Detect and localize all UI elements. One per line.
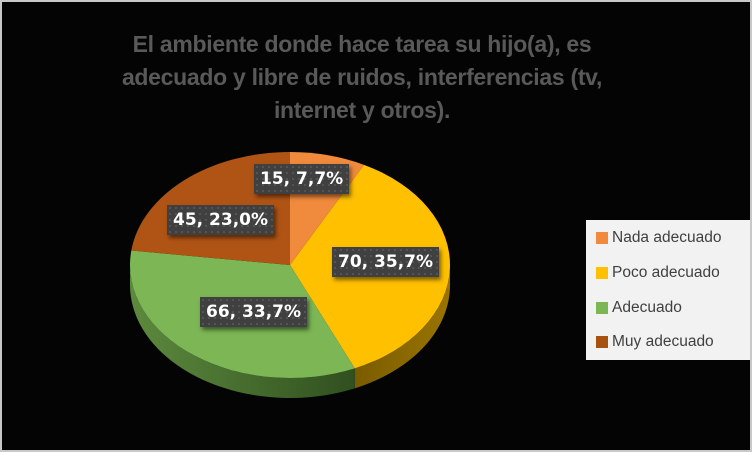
legend-swatch-nada bbox=[596, 232, 608, 244]
pie-side bbox=[130, 265, 355, 398]
data-label-adecuado: 66, 33,7% bbox=[200, 297, 308, 327]
legend-swatch-adecuado bbox=[596, 302, 608, 314]
legend-item-adecuado: Adecuado bbox=[596, 299, 682, 317]
legend-swatch-poco bbox=[596, 267, 608, 279]
legend-label: Nada adecuado bbox=[612, 229, 722, 246]
data-label-poco: 70, 35,7% bbox=[332, 247, 440, 277]
pie-side bbox=[354, 265, 450, 389]
data-label-nada: 15, 7,7% bbox=[254, 164, 350, 194]
legend-label: Muy adecuado bbox=[612, 333, 714, 350]
legend-label: Poco adecuado bbox=[612, 264, 720, 281]
data-label-muy: 45, 23,0% bbox=[167, 205, 275, 235]
chart-title: El ambiente donde hace tarea su hijo(a),… bbox=[42, 28, 682, 127]
title-line-2: adecuado y libre de ruidos, interferenci… bbox=[121, 64, 603, 90]
legend: Nada adecuado Poco adecuado Adecuado Muy… bbox=[586, 220, 750, 360]
legend-item-poco: Poco adecuado bbox=[596, 264, 720, 282]
legend-item-muy: Muy adecuado bbox=[596, 333, 714, 351]
legend-label: Adecuado bbox=[612, 299, 682, 316]
legend-swatch-muy bbox=[596, 336, 608, 348]
legend-item-nada: Nada adecuado bbox=[596, 229, 721, 247]
title-line-1: El ambiente donde hace tarea su hijo(a),… bbox=[132, 31, 592, 57]
title-line-3: internet y otros). bbox=[273, 97, 451, 123]
